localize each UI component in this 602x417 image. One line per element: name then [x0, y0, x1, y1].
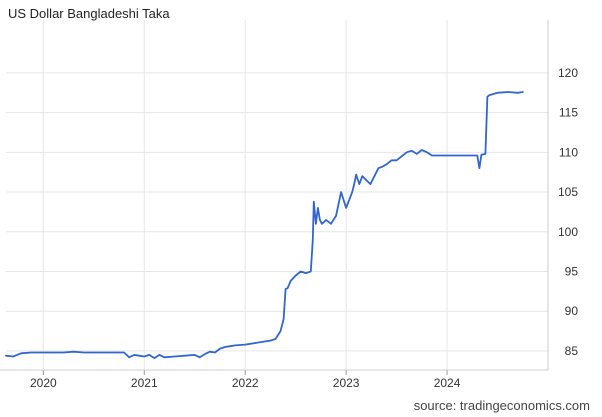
- x-tick-label: 2023: [333, 376, 360, 390]
- x-tick-label: 2024: [434, 376, 461, 390]
- chart-title: US Dollar Bangladeshi Taka: [8, 6, 170, 21]
- y-tick-label: 95: [565, 264, 579, 278]
- y-tick-label: 85: [565, 344, 579, 358]
- chart-source: source: tradingeconomics.com: [413, 398, 590, 413]
- x-tick-label: 2021: [131, 376, 158, 390]
- series-layer: [5, 91, 524, 360]
- y-tick-label: 100: [558, 225, 578, 239]
- y-tick-label: 115: [559, 106, 578, 120]
- series-line-0: [5, 91, 524, 360]
- y-tick-labels: 85 90 95 100 105 110 115 120: [558, 66, 578, 358]
- horizontal-gridlines: [6, 72, 548, 352]
- y-tick-label: 105: [558, 185, 578, 199]
- y-tick-label: 110: [559, 145, 578, 159]
- y-tick-label: 90: [565, 304, 579, 318]
- y-tick-label: 120: [558, 66, 578, 80]
- x-tick-label: 2020: [30, 376, 57, 390]
- x-tick-label: 2022: [232, 376, 259, 390]
- axis-frame: [0, 20, 549, 375]
- x-tick-labels: 2020 2021 2022 2023 2024: [30, 376, 461, 390]
